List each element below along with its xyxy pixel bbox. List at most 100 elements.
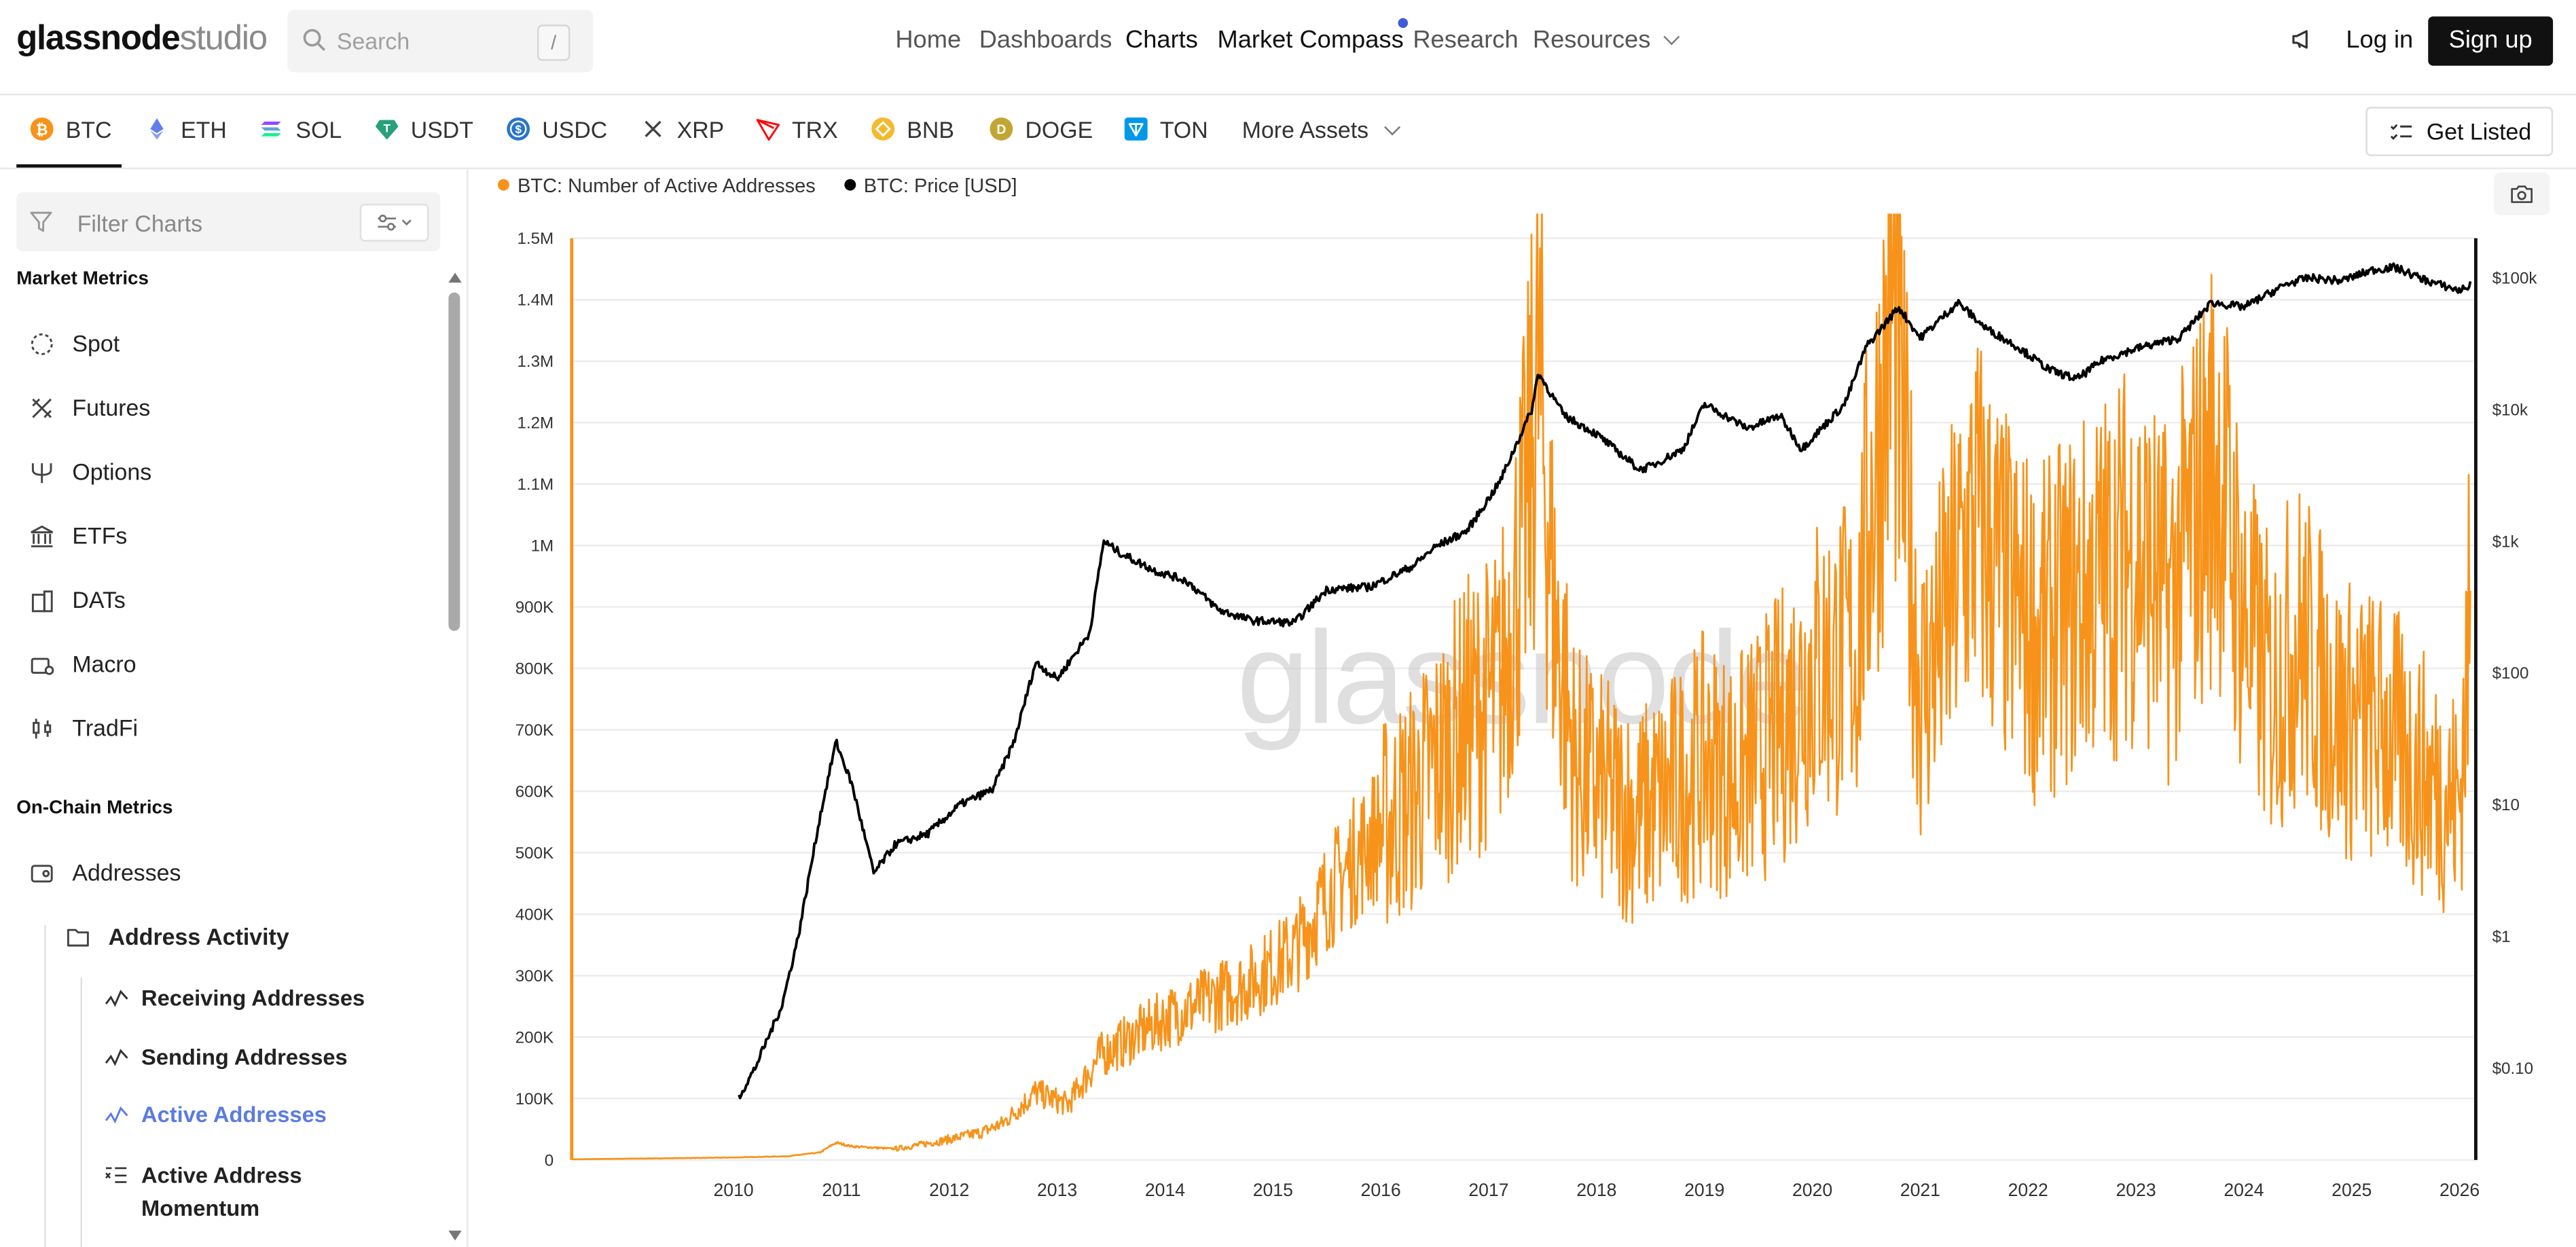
legend-label: BTC: Price [USD] bbox=[863, 174, 1017, 198]
filter-charts-input[interactable]: Filter Charts bbox=[16, 192, 441, 252]
sliders-icon bbox=[378, 215, 412, 231]
left-y-tick-label: 0 bbox=[545, 1151, 554, 1170]
momentum-list-icon bbox=[105, 1167, 127, 1183]
section-heading-market-metrics: Market Metrics bbox=[16, 269, 149, 289]
asset-tab-bnb[interactable]: BNB bbox=[871, 115, 956, 167]
sidebar-item-label: TradFi bbox=[72, 715, 139, 741]
sidebar-item-label: Options bbox=[72, 458, 152, 485]
asset-tab-label: DOGE bbox=[1025, 116, 1093, 143]
left-y-tick-label: 1.4M bbox=[517, 291, 554, 310]
ton-coin-icon bbox=[1124, 117, 1148, 141]
sidebar-item-label: Addresses bbox=[72, 859, 181, 886]
asset-tab-btc[interactable]: ₿ BTC bbox=[16, 115, 122, 168]
x-tick-label: 2026 bbox=[2439, 1180, 2480, 1200]
sol-coin-icon bbox=[261, 122, 281, 137]
right-y-tick-label: $10k bbox=[2492, 401, 2528, 419]
series-line-active-addresses bbox=[571, 213, 2471, 1161]
get-listed-label: Get Listed bbox=[2426, 118, 2532, 145]
search-shortcut-badge: / bbox=[537, 24, 570, 61]
checklist-icon bbox=[2390, 122, 2414, 148]
more-assets-dropdown[interactable]: More Assets bbox=[1242, 115, 1407, 167]
options-fork-icon bbox=[31, 463, 52, 484]
legend-swatch bbox=[497, 179, 509, 191]
left-y-tick-label: 900K bbox=[515, 598, 554, 617]
x-tick-label: 2021 bbox=[1900, 1180, 1940, 1200]
left-y-tick-label: 1.2M bbox=[517, 414, 554, 433]
nav-resources-label: Resources bbox=[1532, 26, 1651, 54]
scroll-up-arrow[interactable] bbox=[448, 272, 462, 283]
x-tick-label: 2023 bbox=[2116, 1180, 2156, 1200]
asset-tab-eth[interactable]: ETH bbox=[145, 115, 230, 167]
asset-tab-label: XRP bbox=[676, 116, 725, 143]
folder-icon bbox=[67, 928, 89, 947]
nav-home[interactable]: Home bbox=[895, 26, 962, 54]
x-tick-label: 2024 bbox=[2224, 1180, 2264, 1200]
asset-tab-trx[interactable]: TRX bbox=[756, 115, 841, 167]
chart-catalog-sidebar: Filter Charts Market Metrics Spot Future… bbox=[0, 169, 469, 1247]
sidebar-item-label: ETFs bbox=[72, 522, 128, 549]
x-tick-label: 2025 bbox=[2332, 1180, 2372, 1200]
scroll-down-arrow[interactable] bbox=[448, 1230, 462, 1241]
usdc-coin-icon: $ bbox=[507, 117, 530, 141]
nav-dashboards[interactable]: Dashboards bbox=[979, 26, 1112, 54]
new-indicator-dot bbox=[1398, 18, 1409, 29]
sidebar-chart-label: Active Addresses bbox=[141, 1102, 327, 1127]
login-link[interactable]: Log in bbox=[2346, 26, 2414, 54]
glassnode-studio-logo[interactable]: glassnodestudio bbox=[16, 20, 268, 59]
x-tick-label: 2020 bbox=[1792, 1180, 1832, 1200]
line-chart-icon bbox=[105, 1049, 128, 1066]
x-tick-label: 2022 bbox=[2008, 1180, 2048, 1200]
svg-text:₿: ₿ bbox=[36, 121, 48, 138]
chevron-down-icon bbox=[1384, 119, 1401, 136]
x-tick-label: 2016 bbox=[1361, 1180, 1401, 1200]
tree-guide-line bbox=[44, 924, 46, 1247]
series-line-price bbox=[738, 262, 2472, 1100]
asset-tab-ton[interactable]: TON bbox=[1124, 115, 1210, 167]
svg-text:$: $ bbox=[515, 123, 522, 136]
nav-charts[interactable]: Charts bbox=[1125, 26, 1198, 54]
left-y-axis: 0 100K 200K 300K 400K 500K 600K 700K 800K 900K 1M 1… bbox=[515, 230, 554, 1170]
left-y-tick-label: 1.1M bbox=[517, 475, 554, 494]
screenshot-button[interactable] bbox=[2494, 172, 2550, 215]
legend-label: BTC: Number of Active Addresses bbox=[517, 174, 816, 198]
right-y-tick-label: $10 bbox=[2492, 796, 2520, 814]
signup-button[interactable]: Sign up bbox=[2428, 16, 2554, 66]
chart-watermark: glassnode bbox=[1237, 604, 1807, 751]
sidebar-scrollbar-thumb[interactable] bbox=[448, 292, 460, 631]
svg-text:D: D bbox=[996, 122, 1006, 137]
megaphone-icon[interactable] bbox=[2290, 28, 2313, 59]
sidebar-chart-label: Sending Addresses bbox=[141, 1045, 348, 1070]
asset-tab-usdc[interactable]: $ USDC bbox=[506, 115, 607, 167]
asset-tab-doge[interactable]: D DOGE bbox=[989, 115, 1093, 167]
sidebar-item-label: Macro bbox=[72, 650, 137, 677]
xrp-coin-icon bbox=[645, 120, 661, 137]
x-tick-label: 2012 bbox=[929, 1180, 969, 1200]
asset-tab-label: ETH bbox=[181, 116, 227, 143]
left-y-tick-label: 700K bbox=[515, 721, 554, 740]
left-y-tick-label: 1M bbox=[531, 537, 554, 556]
asset-tab-usdt[interactable]: T USDT bbox=[375, 115, 473, 167]
legend-item-active-addresses[interactable]: BTC: Number of Active Addresses bbox=[497, 174, 816, 198]
wallet-icon bbox=[31, 865, 53, 883]
search-box[interactable]: Search / bbox=[287, 10, 594, 73]
camera-icon bbox=[2511, 185, 2533, 203]
get-listed-button[interactable]: Get Listed bbox=[2365, 107, 2554, 156]
line-chart-icon bbox=[105, 990, 128, 1007]
asset-tab-xrp[interactable]: XRP bbox=[640, 115, 725, 167]
x-tick-label: 2015 bbox=[1253, 1180, 1293, 1200]
left-y-tick-label: 600K bbox=[515, 782, 554, 801]
trx-coin-icon bbox=[756, 119, 780, 141]
right-y-tick-label: $100 bbox=[2492, 664, 2529, 683]
asset-tab-sol[interactable]: SOL bbox=[259, 115, 345, 167]
building-icon bbox=[31, 590, 53, 613]
asset-tab-label: USDT bbox=[410, 116, 473, 143]
nav-research[interactable]: Research bbox=[1413, 26, 1519, 54]
nav-market-compass[interactable]: Market Compass bbox=[1217, 18, 1409, 54]
tree-guide-line bbox=[80, 977, 82, 1247]
filter-settings-button[interactable] bbox=[359, 203, 429, 242]
nav-resources[interactable]: Resources bbox=[1532, 26, 1680, 54]
active-addresses-chart[interactable]: glassnode 0 100K 200K 300K 400K 500K 600K 700K 8… bbox=[470, 213, 2576, 1247]
svg-text:T: T bbox=[384, 122, 391, 135]
legend-item-price[interactable]: BTC: Price [USD] bbox=[843, 174, 1017, 198]
briefcase-icon bbox=[31, 657, 54, 675]
